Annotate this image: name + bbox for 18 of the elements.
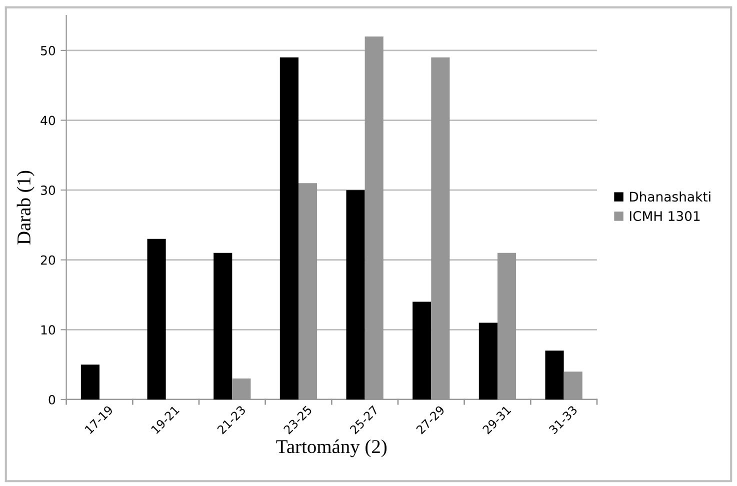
legend-label: Dhanashakti: [630, 191, 710, 202]
y-tick-label: 20: [40, 255, 56, 265]
bar: [478, 322, 498, 400]
y-tick-label: 0: [48, 394, 56, 404]
bar: [545, 350, 564, 400]
bar: [80, 364, 100, 400]
x-axis-title: Tartomány (2): [276, 439, 387, 458]
y-tick-label: 50: [40, 46, 56, 56]
y-tick-label: 40: [40, 116, 56, 126]
y-tick-label: 10: [41, 325, 56, 335]
bar: [214, 252, 232, 400]
y-axis-title: Darab (1): [16, 170, 34, 244]
bar: [147, 238, 166, 400]
y-tick-label: 30: [40, 186, 56, 195]
legend-label: ICMH 1301: [630, 211, 700, 222]
bar: [280, 57, 298, 400]
bar: [346, 190, 365, 400]
bar: [412, 302, 432, 400]
